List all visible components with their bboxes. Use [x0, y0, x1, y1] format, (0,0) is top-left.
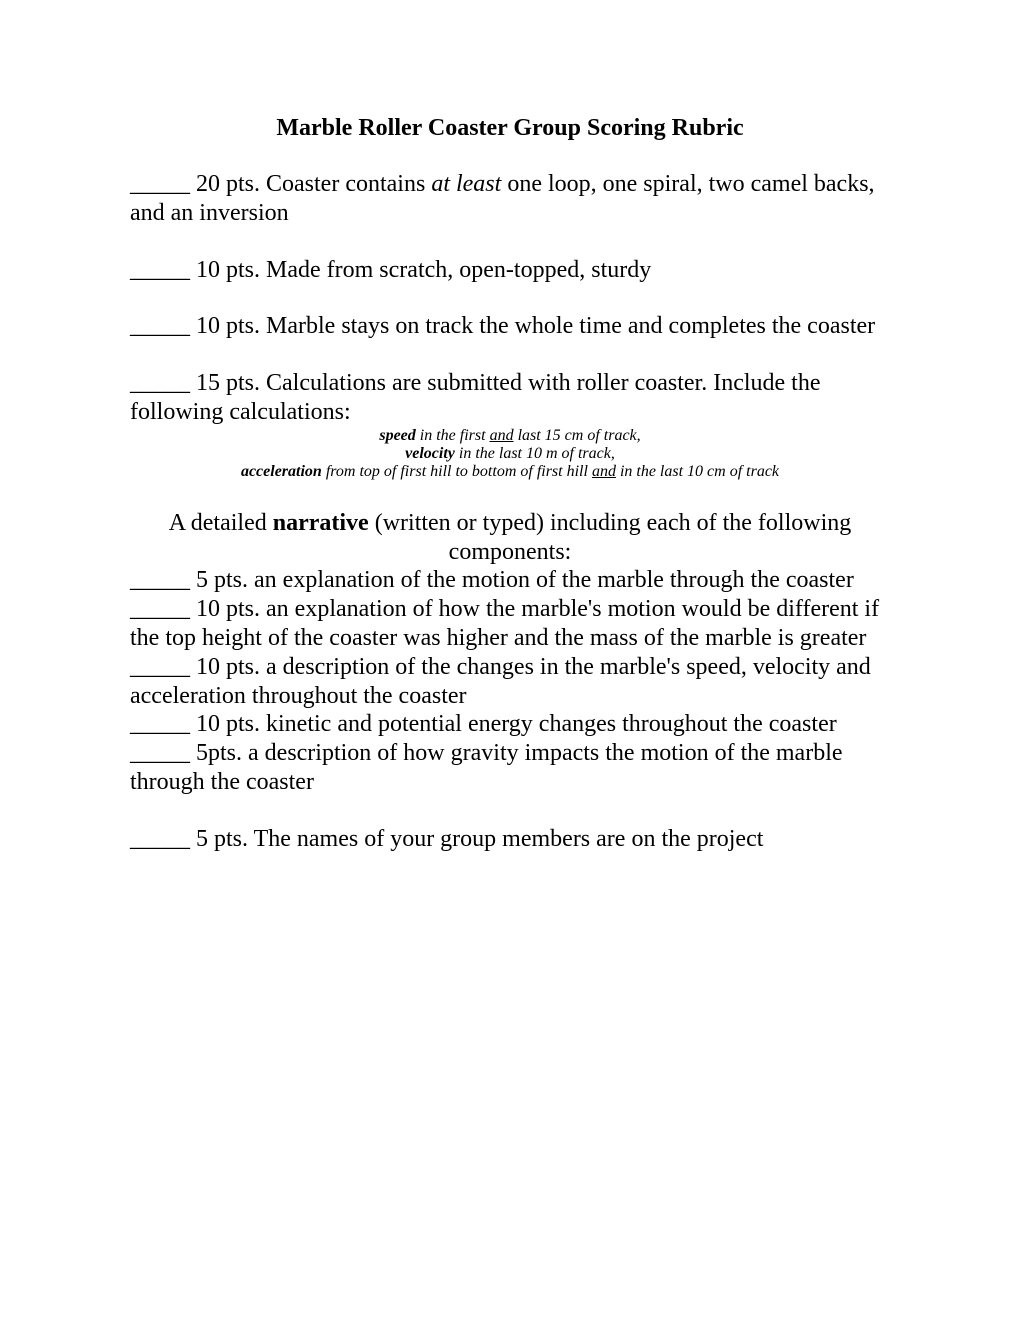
accel-label: acceleration [241, 463, 322, 480]
rubric-item-2: _____ 10 pts. Made from scratch, open-to… [130, 256, 890, 285]
narrative-item-2: _____ 10 pts. an explanation of how the … [130, 595, 890, 653]
blank-line: _____ [130, 826, 190, 852]
item2-text: 10 pts. Made from scratch, open-topped, … [190, 257, 651, 283]
narrative-intro: A detailed narrative (written or typed) … [130, 509, 890, 567]
blank-line: _____ [130, 654, 190, 680]
item1-prefix: 20 pts. Coaster contains [190, 171, 431, 197]
blank-line: _____ [130, 370, 190, 396]
calc-speed-line: speed in the first and last 15 cm of tra… [130, 427, 890, 445]
n1-text: 5 pts. an explanation of the motion of t… [190, 567, 854, 593]
final-text: 5 pts. The names of your group members a… [190, 826, 763, 852]
narrative-bold: narrative [273, 510, 369, 536]
item1-atleast: at least [431, 171, 501, 197]
n2-text: 10 pts. an explanation of how the marble… [130, 596, 879, 651]
blank-line: _____ [130, 313, 190, 339]
rubric-item-4: _____ 15 pts. Calculations are submitted… [130, 369, 890, 427]
accel-text: from top of first hill to bottom of firs… [322, 463, 592, 480]
calc-accel-line: acceleration from top of first hill to b… [130, 463, 890, 481]
narrative-items: _____ 5 pts. an explanation of the motio… [130, 566, 890, 796]
narrative-item-5: _____ 5pts. a description of how gravity… [130, 739, 890, 797]
velocity-label: velocity [405, 445, 455, 462]
n3-text: 10 pts. a description of the changes in … [130, 654, 871, 709]
speed-text2: last 15 cm of track, [514, 427, 641, 444]
calc-velocity-line: velocity in the last 10 m of track, [130, 445, 890, 463]
item4-text: 15 pts. Calculations are submitted with … [130, 370, 821, 425]
narrative-item-1: _____ 5 pts. an explanation of the motio… [130, 566, 890, 595]
document-title: Marble Roller Coaster Group Scoring Rubr… [130, 115, 890, 142]
n4-text: 10 pts. kinetic and potential energy cha… [190, 711, 837, 737]
rubric-item-3: _____ 10 pts. Marble stays on track the … [130, 312, 890, 341]
accel-text2: in the last 10 cm of track [616, 463, 779, 480]
blank-line: _____ [130, 596, 190, 622]
n5-text: 5pts. a description of how gravity impac… [130, 740, 843, 795]
blank-line: _____ [130, 711, 190, 737]
blank-line: _____ [130, 740, 190, 766]
and-underline-1: and [490, 427, 514, 444]
and-underline-2: and [592, 463, 616, 480]
item3-text: 10 pts. Marble stays on track the whole … [190, 313, 875, 339]
rubric-item-final: _____ 5 pts. The names of your group mem… [130, 825, 890, 854]
narrative-item-4: _____ 10 pts. kinetic and potential ener… [130, 710, 890, 739]
speed-text: in the first [416, 427, 490, 444]
blank-line: _____ [130, 171, 190, 197]
velocity-text: in the last 10 m of track, [455, 445, 615, 462]
narrative-post: (written or typed) including each of the… [369, 510, 852, 565]
narrative-pre: A detailed [169, 510, 273, 536]
blank-line: _____ [130, 257, 190, 283]
narrative-item-3: _____ 10 pts. a description of the chang… [130, 653, 890, 711]
blank-line: _____ [130, 567, 190, 593]
calculations-list: speed in the first and last 15 cm of tra… [130, 427, 890, 481]
rubric-item-1: _____ 20 pts. Coaster contains at least … [130, 170, 890, 228]
speed-label: speed [379, 427, 415, 444]
